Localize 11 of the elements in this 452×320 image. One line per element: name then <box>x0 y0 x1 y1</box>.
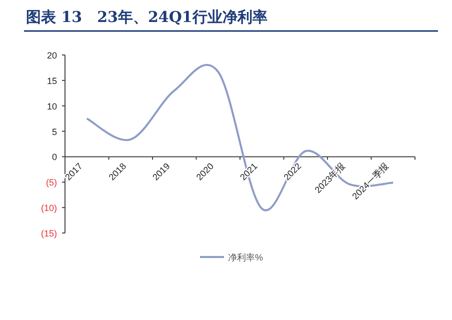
legend: 净利率% <box>200 252 264 262</box>
y-tick-label: 10 <box>46 101 57 112</box>
legend-label: 净利率% <box>228 252 264 262</box>
y-tick-label: 5 <box>52 126 57 137</box>
y-tick-label: 20 <box>46 50 57 60</box>
y-tick-label: 15 <box>46 76 57 86</box>
title: 图表 13 23年、24Q1行业净利率 <box>26 8 268 26</box>
y-tick-label: (5) <box>46 178 57 188</box>
y-tick-label: (15) <box>40 228 57 238</box>
y-tick-label: (10) <box>40 203 57 214</box>
y-tick-label: 0 <box>52 152 57 162</box>
